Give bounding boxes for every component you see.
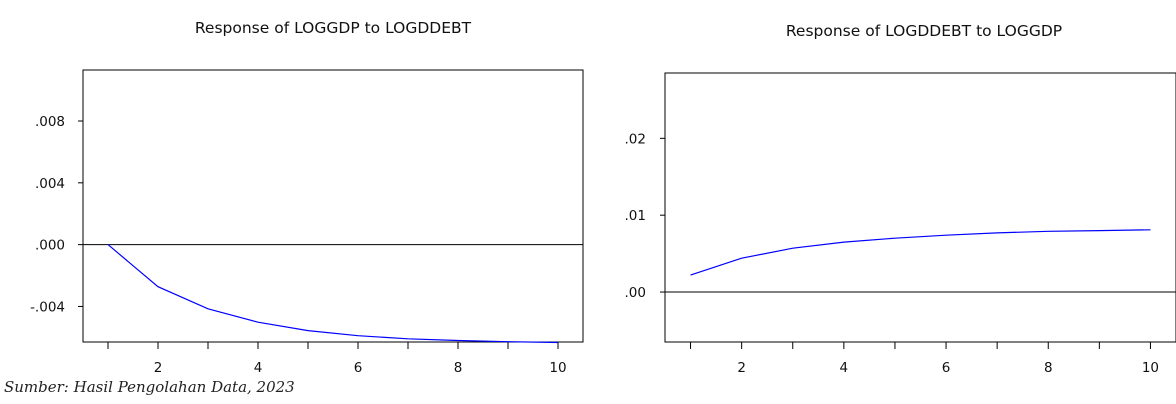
chart-loggdp-to-logddebt: Response of LOGGDP to LOGDDEBT .008 .004.… <box>30 19 584 376</box>
x-tick-label: 6 <box>354 360 363 376</box>
y-tick-label: .008 <box>35 114 65 130</box>
source-caption: Sumber: Hasil Pengolahan Data, 2023 <box>4 378 295 396</box>
x-tick-label: 8 <box>454 360 463 376</box>
chart-title: Response of LOGGDP to LOGDDEBT <box>195 19 472 37</box>
x-tick-label: 4 <box>254 360 263 376</box>
x-tick-label: 4 <box>840 360 849 376</box>
x-tick-label: 10 <box>549 360 566 376</box>
impulse-response-line <box>107 244 559 344</box>
y-tick-label: .01 <box>625 208 646 224</box>
y-tick-label: .00 <box>625 285 646 301</box>
y-tick-label: .004 <box>35 176 65 192</box>
impulse-response-line <box>690 229 1151 276</box>
x-tick-label: 2 <box>154 360 163 376</box>
x-tick-label: 8 <box>1044 360 1053 376</box>
y-tick-label: .000 <box>35 238 65 254</box>
plot-frame <box>82 69 584 343</box>
x-tick-label: 6 <box>942 360 951 376</box>
chart-logddebt-to-loggdp: Response of LOGDDEBT to LOGGDP .02 .01 .00… <box>625 22 1176 376</box>
y-tick-label: .02 <box>625 131 646 147</box>
x-tick-label: 2 <box>737 360 746 376</box>
y-tick-label: -.004 <box>30 299 65 315</box>
x-tick-label: 10 <box>1142 360 1159 376</box>
plot-frame <box>664 72 1176 343</box>
chart-title: Response of LOGDDEBT to LOGGDP <box>786 22 1062 40</box>
